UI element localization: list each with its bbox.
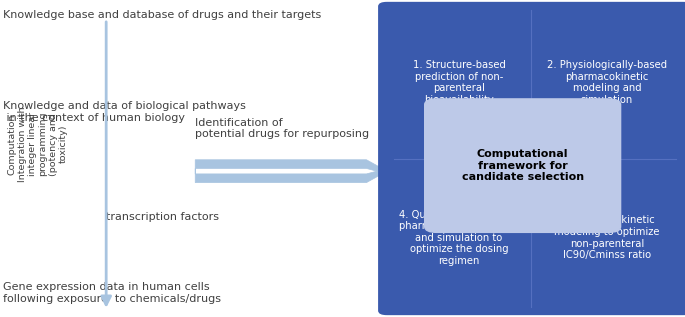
Text: 2. Physiologically-based
pharmacokinetic
modeling and
simulation: 2. Physiologically-based pharmacokinetic… — [547, 60, 667, 105]
Text: Identification of
potential drugs for repurposing: Identification of potential drugs for re… — [195, 118, 369, 139]
Text: Computational
framework for
candidate selection: Computational framework for candidate se… — [462, 149, 584, 182]
Text: Computation
Integration with
integer linear
programming
(potency and
toxicity): Computation Integration with integer lin… — [7, 107, 68, 182]
Text: transcription factors: transcription factors — [106, 212, 219, 223]
Text: Knowledge base and database of drugs and their targets: Knowledge base and database of drugs and… — [3, 10, 322, 20]
Text: 4. Quantitative systems
pharmacology modeling
and simulation to
optimize the dos: 4. Quantitative systems pharmacology mod… — [399, 210, 519, 266]
FancyBboxPatch shape — [425, 99, 621, 232]
Text: 3. Pharmacokinetic
modeling to optimize
non-parenteral
IC90/Cminss ratio: 3. Pharmacokinetic modeling to optimize … — [554, 215, 660, 260]
Text: 1. Structure-based
prediction of non-
parenteral
bioavailability: 1. Structure-based prediction of non- pa… — [412, 60, 506, 105]
Text: Knowledge and data of biological pathways
 in the context of human biology: Knowledge and data of biological pathway… — [3, 101, 247, 123]
FancyBboxPatch shape — [379, 3, 685, 314]
Text: Gene expression data in human cells
following exposure  to chemicals/drugs: Gene expression data in human cells foll… — [3, 282, 221, 304]
PathPatch shape — [195, 160, 387, 183]
